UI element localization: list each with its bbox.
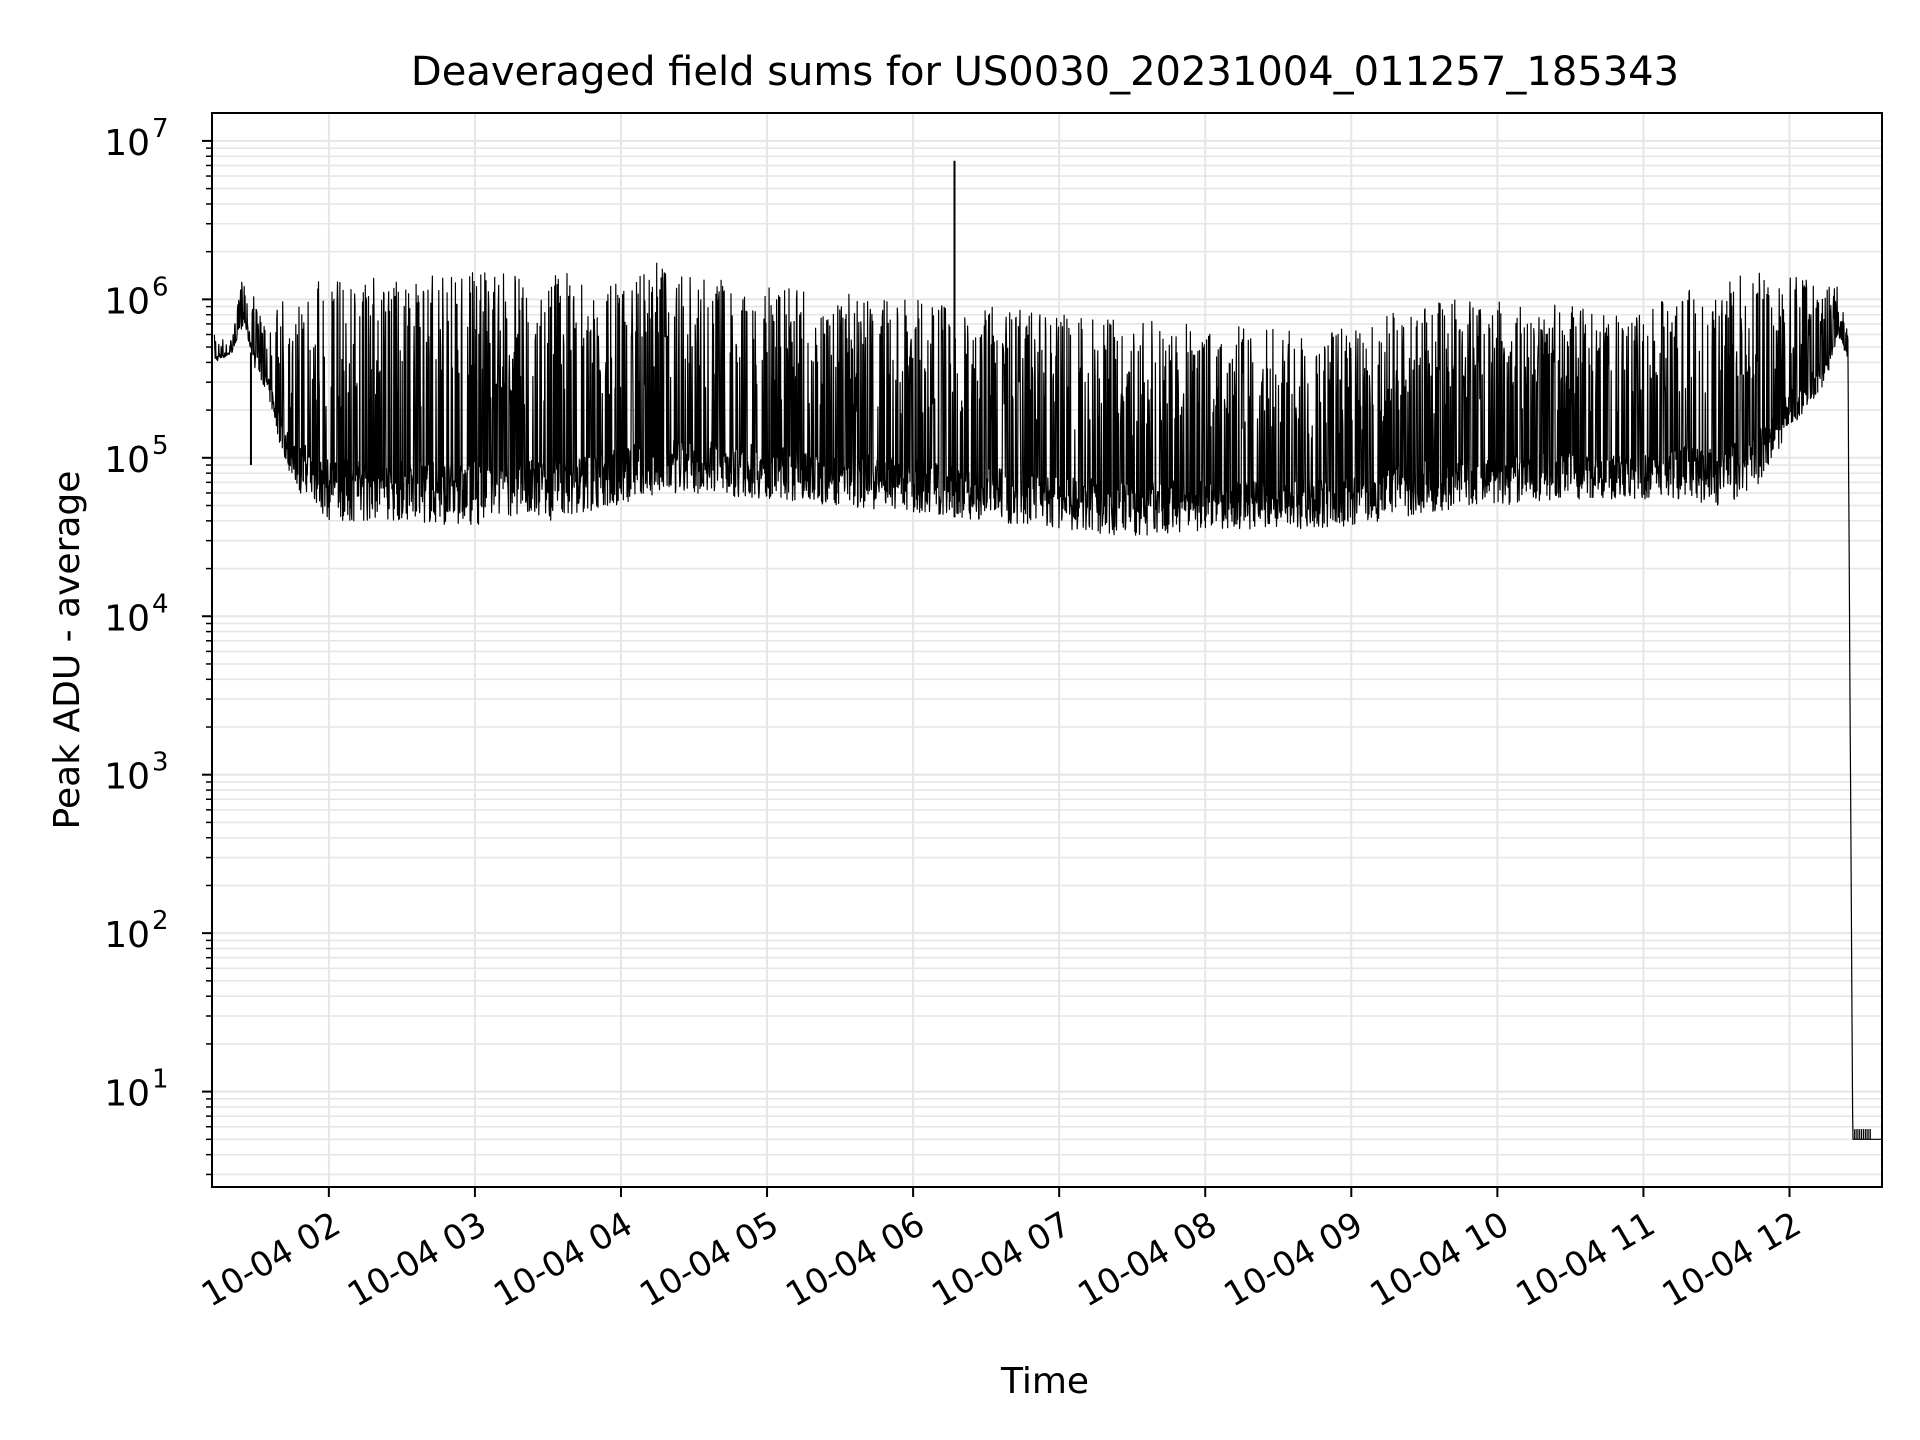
y-tick-label: 10 [104,281,150,322]
y-tick-exponent: 1 [152,1065,169,1095]
y-tick-label: 10 [104,123,150,164]
y-tick-label: 10 [104,598,150,639]
series [213,160,1883,1140]
series-line [213,262,1883,1140]
y-axis-label: Peak ADU - average [47,471,88,830]
grid [212,113,1882,1187]
y-tick-exponent: 2 [152,906,169,936]
plot-frame [211,112,1883,1188]
chart-title: Deaveraged field sums for US0030_2023100… [411,49,1679,95]
y-tick-exponent: 5 [152,431,169,461]
y-tick-exponent: 7 [152,114,169,144]
y-tick-label: 10 [104,1074,150,1115]
x-axis-label: Time [1000,1361,1089,1402]
y-tick-exponent: 3 [152,748,169,778]
y-tick-label: 10 [104,915,150,956]
y-tick-label: 10 [104,440,150,481]
y-tick-exponent: 4 [152,589,169,619]
y-tick-exponent: 6 [152,272,169,302]
y-tick-label: 10 [104,757,150,798]
